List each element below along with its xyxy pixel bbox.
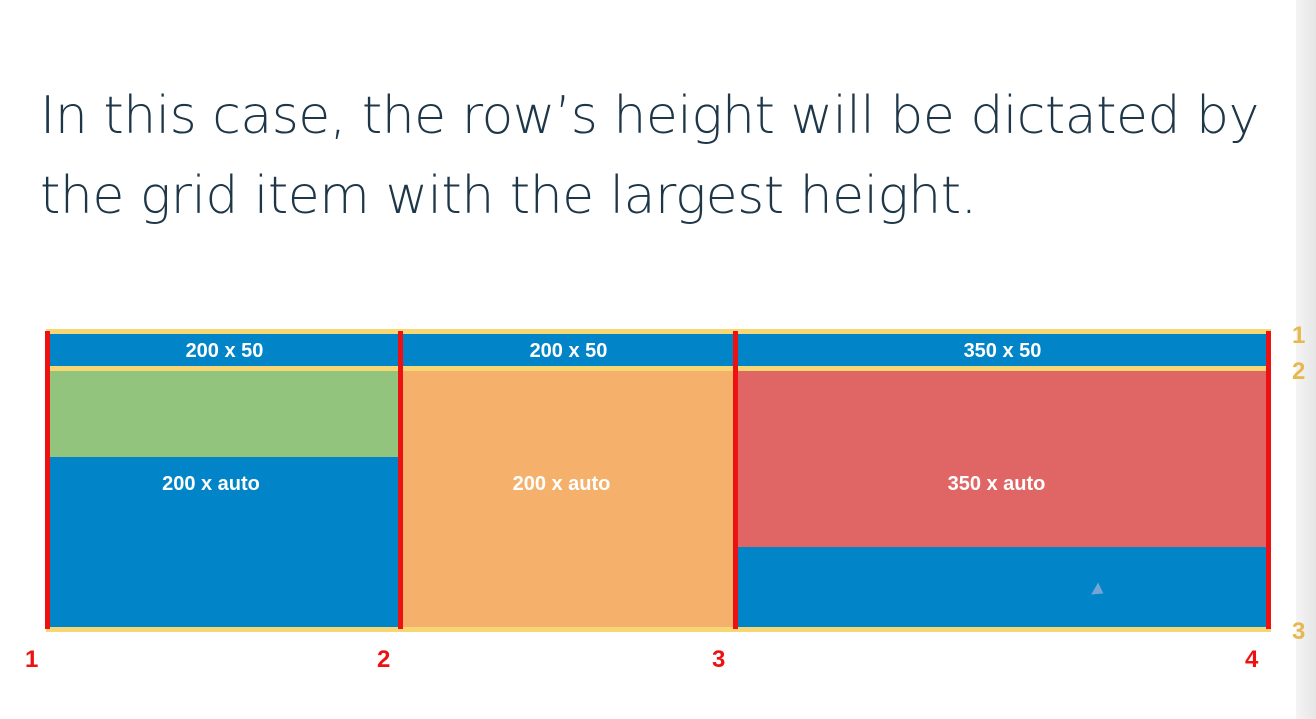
content-item-orange <box>403 371 734 629</box>
scrollbar-edge <box>1296 0 1316 719</box>
content-item-red <box>738 371 1267 547</box>
column-line-3 <box>733 331 738 629</box>
column-line-number-4: 4 <box>1245 646 1259 673</box>
grid-cell-r1c2: 200 x 50 <box>403 334 734 368</box>
column-line-number-1: 1 <box>25 646 39 673</box>
column-line-4 <box>1266 331 1271 629</box>
column-line-number-2: 2 <box>377 646 391 673</box>
heading-line-1: In this case, the row’s height will be d… <box>40 86 1259 146</box>
row-line-number-2: 2 <box>1292 358 1306 385</box>
row-line-number-1: 1 <box>1292 322 1306 349</box>
row-line-1 <box>46 329 1271 334</box>
column-line-number-3: 3 <box>712 646 726 673</box>
row-line-2 <box>46 366 1271 371</box>
column-line-2 <box>398 331 403 629</box>
content-item-green <box>50 371 399 457</box>
column-line-1 <box>45 331 50 629</box>
heading-line-2: the grid item with the largest height. <box>40 166 977 226</box>
grid-cell-r1c3: 350 x 50 <box>738 334 1267 368</box>
slide-heading: In this case, the row’s height will be d… <box>40 76 1259 236</box>
grid-cell-r1c1: 200 x 50 <box>50 334 399 368</box>
row-line-number-3: 3 <box>1292 618 1306 645</box>
grid-cell-r2c1-label: 200 x auto <box>162 472 260 495</box>
grid-cell-r2c3-label: 350 x auto <box>947 472 1046 495</box>
grid-cell-r2c2-label: 200 x auto <box>512 472 611 495</box>
row-line-3 <box>46 627 1271 632</box>
